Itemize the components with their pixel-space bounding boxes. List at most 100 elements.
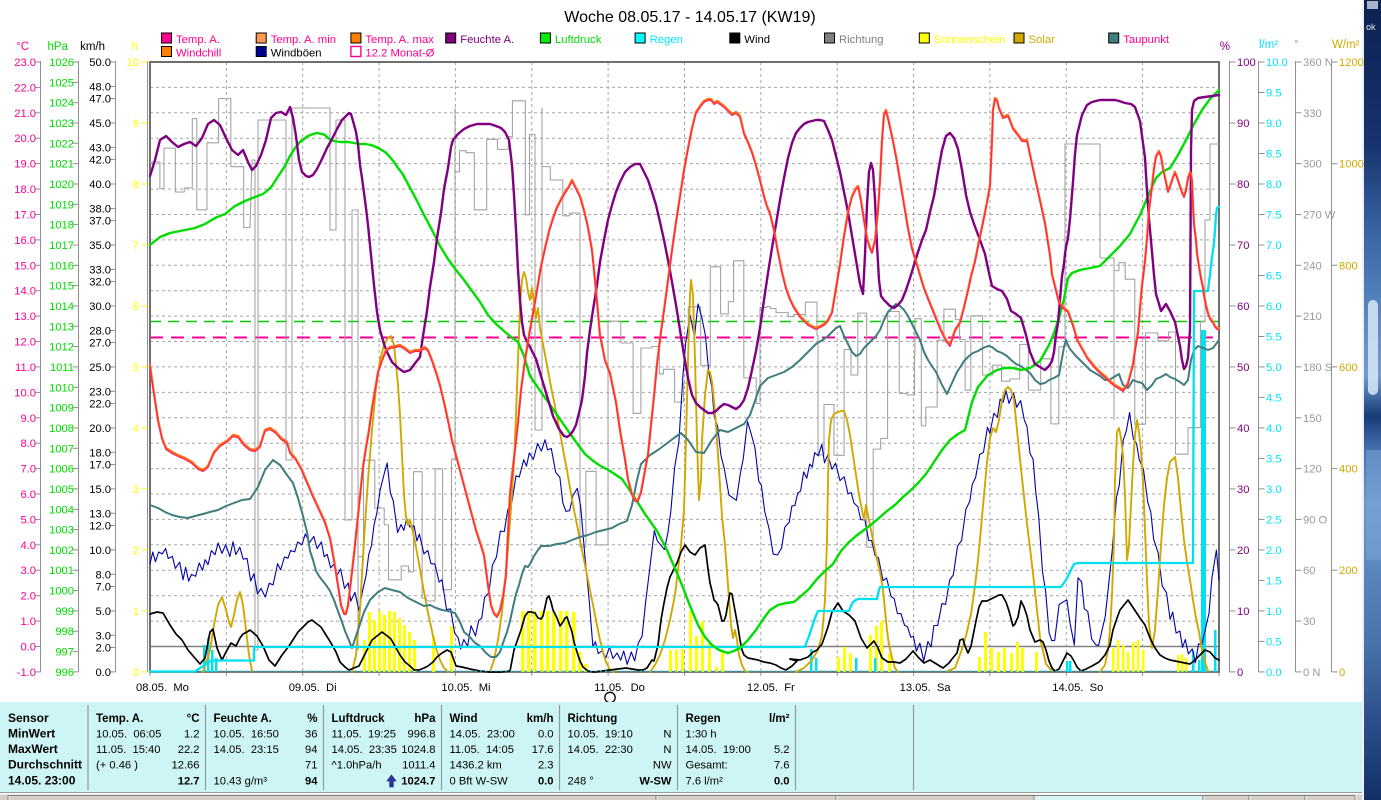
svg-text:10.05. 16:50: 10.05. 16:50 [214,729,279,741]
svg-text:1020: 1020 [49,179,74,191]
svg-text:22.2: 22.2 [178,744,200,756]
svg-text:3.0: 3.0 [95,630,111,642]
svg-text:NW: NW [653,760,672,772]
svg-text:248 °: 248 ° [568,776,594,788]
svg-text:14.05. So: 14.05. So [1052,682,1103,694]
svg-text:0 N: 0 N [1303,667,1320,679]
svg-text:MinWert: MinWert [8,727,55,741]
svg-text:71: 71 [305,760,317,772]
svg-text:l/m²: l/m² [1259,39,1278,51]
svg-text:1018: 1018 [49,220,74,232]
svg-text:9.0: 9.0 [20,413,36,425]
svg-text:10.05. Mi: 10.05. Mi [441,682,490,694]
svg-text:50: 50 [1237,362,1249,374]
svg-text:Richtung: Richtung [568,713,618,725]
svg-text:17.0: 17.0 [14,210,36,222]
svg-text:17.0: 17.0 [89,460,111,472]
svg-text:7.5: 7.5 [1266,210,1282,222]
svg-text:Wind: Wind [450,713,478,725]
svg-text:14.05. 19:00: 14.05. 19:00 [686,744,751,756]
svg-text:1015: 1015 [49,281,74,293]
svg-text:N: N [663,729,671,741]
svg-text:21.0: 21.0 [14,108,36,120]
svg-text:Woche 08.05.17 - 14.05.17 (KW1: Woche 08.05.17 - 14.05.17 (KW19) [564,9,815,26]
svg-text:40.0: 40.0 [89,179,111,191]
svg-text:1024: 1024 [49,98,74,110]
svg-text:94: 94 [305,776,318,788]
svg-text:13.0: 13.0 [14,311,36,323]
svg-text:0.0: 0.0 [538,776,554,788]
svg-text:80: 80 [1237,179,1249,191]
svg-text:22.0: 22.0 [14,82,36,94]
svg-text:12.2 Monat-Ø: 12.2 Monat-Ø [365,48,434,60]
svg-text:Sonnenschein: Sonnenschein [934,34,1006,46]
svg-text:1.0: 1.0 [20,616,36,628]
svg-text:200: 200 [1339,565,1358,577]
svg-text:1019: 1019 [49,199,74,211]
svg-text:2.0: 2.0 [1266,545,1282,557]
svg-text:8.0: 8.0 [20,438,36,450]
svg-text:Temp. A. min: Temp. A. min [271,34,336,46]
svg-text:210: 210 [1303,311,1322,323]
svg-text:7.0: 7.0 [20,464,36,476]
svg-text:36: 36 [305,729,317,741]
svg-text:°: ° [1294,39,1299,51]
svg-text:8.0: 8.0 [1266,179,1282,191]
svg-text:300: 300 [1303,159,1322,171]
svg-text:1006: 1006 [49,464,74,476]
svg-text:600: 600 [1339,362,1358,374]
svg-text:0 Bft W-SW: 0 Bft W-SW [450,776,509,788]
svg-text:6.0: 6.0 [20,489,36,501]
svg-text:10.43 g/m³: 10.43 g/m³ [214,776,268,788]
svg-text:1.5: 1.5 [1266,575,1282,587]
svg-text:Temp. A. max: Temp. A. max [365,34,434,46]
svg-text:09.05. Di: 09.05. Di [289,682,337,694]
svg-text:9.0: 9.0 [1266,118,1282,130]
svg-text:8.5: 8.5 [1266,149,1282,161]
svg-text:10.05. 19:10: 10.05. 19:10 [568,729,633,741]
svg-text:12.0: 12.0 [89,521,111,533]
svg-text:5.2: 5.2 [774,744,790,756]
svg-text:Regen: Regen [686,713,721,725]
svg-text:2.0: 2.0 [20,591,36,603]
svg-text:4.0: 4.0 [20,540,36,552]
svg-text:W/m²: W/m² [1332,39,1360,51]
svg-text:2.0: 2.0 [95,643,111,655]
svg-text:Regen: Regen [650,34,683,46]
svg-text:0.0: 0.0 [20,642,36,654]
svg-text:Durchschnitt: Durchschnitt [8,758,82,772]
svg-text:19.0: 19.0 [14,159,36,171]
svg-text:20: 20 [1237,545,1249,557]
svg-text:330: 330 [1303,108,1322,120]
svg-text:1008: 1008 [49,423,74,435]
svg-text:25.0: 25.0 [89,362,111,374]
svg-text:18.0: 18.0 [14,184,36,196]
svg-text:Feuchte A.: Feuchte A. [214,713,272,725]
svg-text:45.0: 45.0 [89,118,111,130]
svg-text:23.0: 23.0 [14,57,36,69]
svg-text:km/h: km/h [80,41,105,53]
svg-text:1012: 1012 [49,342,74,354]
svg-text:Feuchte A.: Feuchte A. [460,34,514,46]
svg-text:60: 60 [1303,565,1315,577]
svg-text:14.05. 23:35: 14.05. 23:35 [332,744,397,756]
svg-text:13.05. Sa: 13.05. Sa [900,682,952,694]
svg-text:1024.7: 1024.7 [401,776,435,788]
svg-text:90 O: 90 O [1303,514,1328,526]
svg-text:38.0: 38.0 [89,203,111,215]
svg-text:43.0: 43.0 [89,142,111,154]
svg-text:7: 7 [133,240,139,252]
svg-text:1017: 1017 [49,240,74,252]
svg-text:2.5: 2.5 [1266,514,1282,526]
svg-text:360 N: 360 N [1303,57,1333,69]
svg-text:400: 400 [1339,464,1358,476]
svg-text:1010: 1010 [49,382,74,394]
svg-text:10.05. 06:05: 10.05. 06:05 [96,729,161,741]
svg-text:Luftdruck: Luftdruck [332,713,386,725]
svg-text:7.0: 7.0 [1266,240,1282,252]
svg-text:1005: 1005 [49,484,74,496]
svg-text:km/h: km/h [527,713,554,725]
svg-text:10.0: 10.0 [89,545,111,557]
svg-text:1:30 h: 1:30 h [686,729,717,741]
svg-text:0.0: 0.0 [538,729,554,741]
